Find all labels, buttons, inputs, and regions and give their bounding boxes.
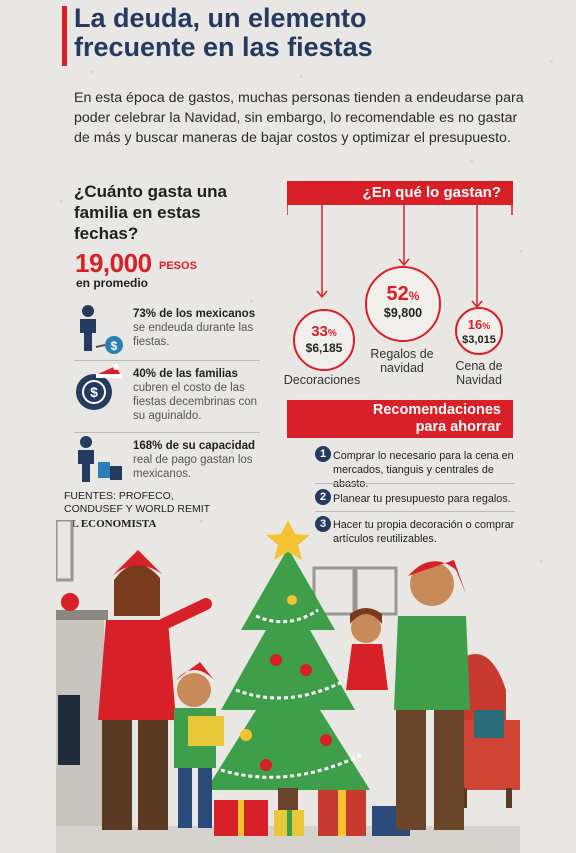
- spend-unit: PESOS: [159, 260, 197, 272]
- step-number: 1: [315, 446, 331, 462]
- recs-banner: Recomendaciones para ahorrar: [287, 400, 513, 438]
- spend-question: ¿Cuánto gasta una familia en estas fecha…: [74, 182, 228, 243]
- publisher-logo: EL ECONOMISTA: [64, 518, 157, 530]
- ornament-strings: [287, 205, 513, 309]
- page-title: La deuda, un elemento frecuente en las f…: [74, 3, 373, 62]
- ornament-regalos: 52% $9,800: [365, 266, 441, 342]
- where-banner: ¿En qué lo gastan?: [287, 181, 513, 205]
- rec-item: Hacer tu propia decoración o comprar art…: [333, 519, 515, 545]
- rec-item: Comprar lo necesario para la cena en mer…: [333, 450, 514, 490]
- svg-text:$: $: [90, 384, 98, 400]
- person-debt-icon: $: [80, 305, 123, 354]
- intro-text: En esta época de gastos, muchas personas…: [74, 90, 524, 146]
- svg-text:$: $: [111, 339, 118, 353]
- stat-item: 40% de las familias cubren el costo de la…: [133, 368, 258, 422]
- ornament-cena: 16% $3,015: [455, 307, 503, 355]
- sources: FUENTES: PROFECO, CONDUSEF Y WORLD REMIT…: [64, 490, 214, 531]
- person-shopping-icon: [78, 436, 122, 482]
- label-regalos: Regalos de navidad: [370, 347, 434, 375]
- rec-item: Planear tu presupuesto para regalos.: [333, 493, 511, 505]
- spend-amount: 19,000: [75, 248, 152, 278]
- step-number: 2: [315, 489, 331, 505]
- divider: [315, 511, 515, 512]
- step-number: 3: [315, 516, 331, 532]
- divider: [74, 432, 260, 433]
- family-christmas-illustration: [56, 520, 520, 853]
- divider: [74, 360, 260, 361]
- divider: [315, 483, 515, 484]
- label-cena: Cena de Navidad: [455, 359, 503, 387]
- title-accent-bar: [62, 6, 67, 66]
- ornament-decoraciones: 33% $6,185: [293, 309, 355, 371]
- money-bag-icon: $: [76, 364, 122, 410]
- label-decoraciones: Decoraciones: [283, 373, 361, 387]
- spend-note: en promedio: [76, 276, 149, 290]
- stat-item: 168% de su capacidad real de pago gastan …: [133, 440, 256, 480]
- stat-item: 73% de los mexicanos se endeuda durante l…: [133, 308, 256, 348]
